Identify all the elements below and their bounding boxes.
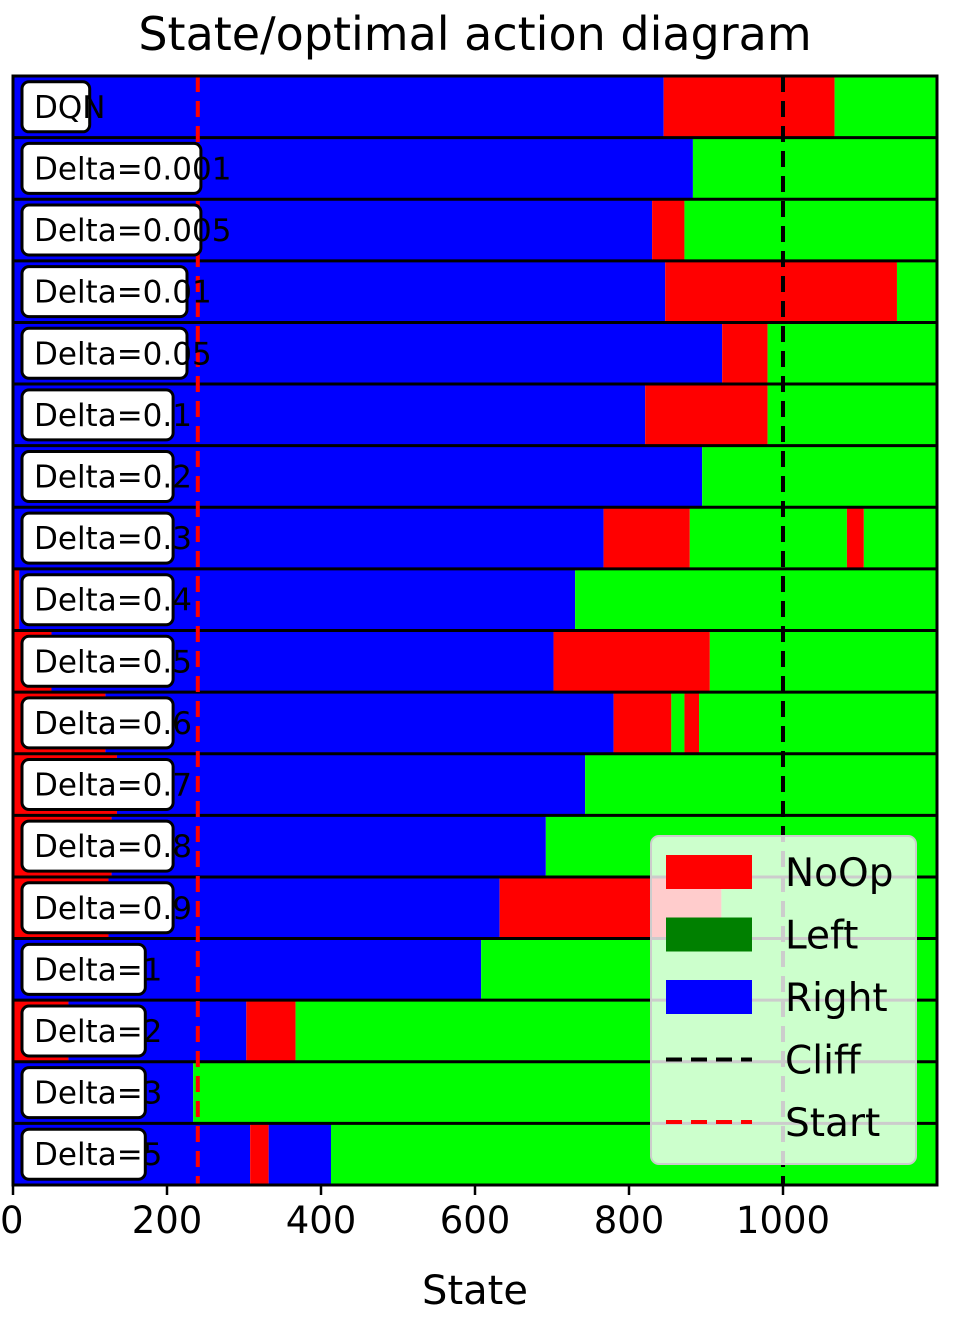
row-label: Delta=0.9 bbox=[34, 891, 192, 927]
row-label: Delta=0.6 bbox=[34, 706, 192, 742]
x-axis-label: State bbox=[422, 1268, 528, 1314]
bar-segment-left bbox=[671, 692, 685, 754]
row-label-box bbox=[20, 1004, 147, 1058]
x-tick-label: 600 bbox=[440, 1199, 511, 1242]
bar-segment-left bbox=[699, 692, 937, 754]
bar-segment-left bbox=[767, 322, 937, 385]
bar-segment-noop bbox=[652, 199, 685, 261]
row-label-box bbox=[20, 573, 175, 627]
bar-segment-left bbox=[692, 137, 937, 200]
row-label-box bbox=[20, 203, 203, 257]
legend-swatch-left bbox=[666, 917, 752, 952]
row-label: Delta=0.05 bbox=[34, 336, 212, 372]
bar-segment-left bbox=[575, 568, 937, 631]
legend-label: Right bbox=[785, 976, 888, 1021]
row-label: Delta=5 bbox=[34, 1137, 162, 1173]
bar-segment-noop bbox=[722, 322, 768, 385]
bar-segment-right bbox=[111, 815, 546, 877]
row-label-box bbox=[20, 141, 203, 195]
bar-segment-left bbox=[689, 507, 847, 569]
bar-segment-left bbox=[863, 507, 937, 569]
bar-segment-left bbox=[684, 199, 937, 261]
row-label-box bbox=[20, 388, 175, 442]
row-label: Delta=0.3 bbox=[34, 521, 192, 557]
legend-label: Left bbox=[785, 914, 858, 959]
bar-segment-left bbox=[767, 384, 937, 446]
bar-segment-left bbox=[702, 445, 937, 508]
row-label: Delta=0.005 bbox=[34, 213, 231, 249]
row-label: Delta=1 bbox=[34, 952, 162, 988]
bar-segment-noop bbox=[553, 630, 710, 693]
x-tick-label: 200 bbox=[132, 1199, 203, 1242]
legend-swatch-noop bbox=[666, 855, 752, 889]
row-label-box bbox=[20, 265, 189, 319]
bar-segment-noop bbox=[645, 384, 768, 446]
plot-area: DQN Delta=0.001 Delta=0.005 Delta=0.01 Delta… bbox=[0, 74, 939, 1242]
row-label-box bbox=[20, 1066, 147, 1120]
row-label-box bbox=[20, 449, 175, 503]
row-label: Delta=0.8 bbox=[34, 829, 192, 865]
bar-segment-noop bbox=[246, 1000, 296, 1062]
legend-label: Cliff bbox=[785, 1039, 862, 1084]
bar-segment-noop bbox=[663, 76, 835, 138]
row-label-box bbox=[20, 511, 175, 565]
bar-segment-noop bbox=[603, 507, 690, 569]
bar-segment-noop bbox=[613, 692, 672, 754]
bar-segment-left bbox=[834, 76, 937, 138]
row-label-box bbox=[20, 634, 175, 688]
bar-segment-noop bbox=[684, 692, 700, 754]
row-label-box bbox=[20, 942, 147, 996]
row-label: Delta=0.001 bbox=[34, 151, 231, 187]
bar-segment-left bbox=[585, 753, 937, 816]
bar-segment-noop bbox=[250, 1123, 269, 1185]
row-label-box bbox=[20, 80, 92, 134]
bar-segment-right bbox=[13, 76, 664, 138]
row-label: Delta=0.1 bbox=[34, 398, 192, 434]
row-label: Delta=0.5 bbox=[34, 644, 192, 680]
legend-label: Start bbox=[785, 1101, 880, 1146]
bar-segment-left bbox=[709, 630, 937, 693]
bar-segment-right bbox=[105, 692, 614, 754]
legend-swatch-right bbox=[666, 980, 752, 1014]
row-label-box bbox=[20, 758, 175, 812]
legend-label: NoOp bbox=[785, 851, 894, 896]
row-label-box bbox=[20, 1127, 147, 1181]
row-label: Delta=0.4 bbox=[34, 583, 192, 619]
row-label: Delta=0.01 bbox=[34, 275, 212, 311]
row-label-box bbox=[20, 881, 175, 935]
row-label: Delta=0.7 bbox=[34, 768, 192, 804]
x-tick-label: 800 bbox=[594, 1199, 665, 1242]
x-tick-label: 400 bbox=[286, 1199, 357, 1242]
row-label: Delta=2 bbox=[34, 1014, 162, 1050]
bar-segment-noop bbox=[13, 568, 20, 631]
row-label-box bbox=[20, 696, 175, 750]
bar-segment-left bbox=[896, 260, 937, 323]
row-label: Delta=0.2 bbox=[34, 459, 192, 495]
chart-title: State/optimal action diagram bbox=[138, 7, 811, 61]
row-label-box bbox=[20, 819, 175, 873]
row-label-box bbox=[20, 326, 189, 380]
x-tick-label: 0 bbox=[0, 1199, 24, 1242]
row-label: Delta=3 bbox=[34, 1076, 162, 1112]
bar-segment-right bbox=[116, 753, 586, 816]
bar-segment-noop bbox=[846, 507, 864, 569]
x-tick-label: 1000 bbox=[736, 1199, 830, 1242]
bar-segment-right bbox=[268, 1123, 332, 1185]
row-label: DQN bbox=[34, 90, 105, 126]
